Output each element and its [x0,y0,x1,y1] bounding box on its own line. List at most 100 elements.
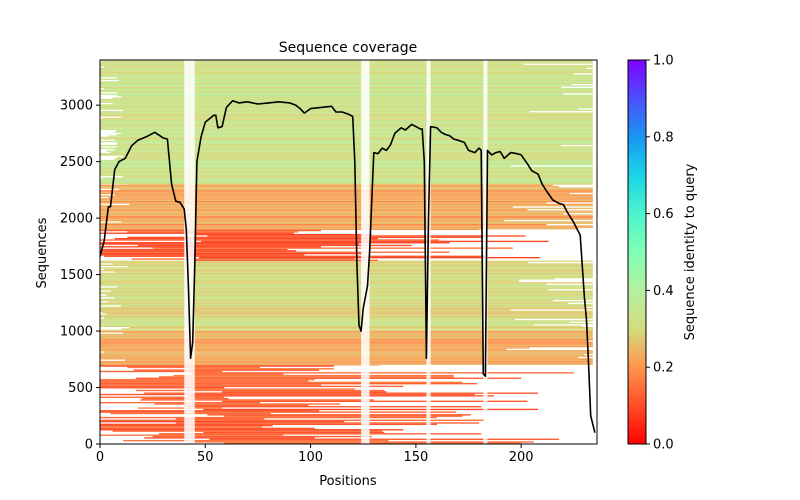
alignment-row [100,90,593,93]
alignment-row [100,316,593,318]
alignment-row [100,184,553,187]
alignment-row [121,221,593,223]
alignment-row [207,414,471,416]
alignment-row [222,391,387,393]
x-tick-label: 100 [298,450,323,465]
alignment-row [112,430,383,432]
alignment-row [100,348,507,351]
alignment-row [106,294,593,296]
alignment-row [188,368,334,370]
alignment-row [114,194,593,196]
plot-area-frame [99,59,598,445]
alignment-row [100,166,593,168]
alignment-row [100,62,593,64]
gap-column [184,60,195,444]
alignment-row [209,438,560,440]
alignment-row [100,98,593,101]
alignment-row [203,431,385,434]
alignment-row [100,246,322,248]
colorbar-tick-label: 0.4 [653,284,674,299]
alignment-row [158,433,482,435]
y-tick-label: 1000 [60,325,93,340]
alignment-row [100,322,593,325]
alignment-row [100,219,505,222]
alignment-row [100,420,345,423]
alignment-row [100,198,593,200]
alignment-row [100,299,553,302]
alignment-row [100,174,593,177]
alignment-row [127,231,298,233]
alignment-row [125,359,593,361]
gap-column [361,60,370,444]
x-tick-label: 0 [96,450,104,465]
alignment-row [135,377,522,379]
alignment-row [100,213,564,215]
alignment-row [100,267,593,269]
alignment-row [100,378,315,381]
alignment-row [123,109,593,112]
alignment-row [100,279,520,281]
alignment-row [100,350,593,352]
alignment-row [100,120,593,122]
alignment-row [100,67,587,70]
alignment-row [123,155,593,158]
alignment-row [100,270,593,272]
colorbar-tick-label: 0.6 [653,207,674,222]
alignment-row [100,104,593,106]
alignment-row [201,240,549,243]
alignment-row [100,343,593,345]
alignment-row [137,407,223,409]
alignment-row [100,202,547,204]
alignment-row [184,404,309,407]
alignment-row [100,341,593,344]
alignment-row [100,272,593,275]
alignment-row [121,96,593,98]
alignment-row [131,258,355,260]
alignment-row [158,376,454,378]
alignment-row [100,352,593,355]
alignment-row [100,347,530,349]
alignment-row [100,82,593,84]
alignment-row [100,144,562,147]
alignment-row [100,128,593,131]
alignment-row [100,416,437,419]
alignment-row [100,64,593,67]
alignment-row [100,358,593,360]
alignment-row [100,306,587,309]
alignment-row [175,422,480,424]
alignment-row [100,210,593,212]
alignment-row [135,389,385,392]
alignment-row [173,374,454,377]
alignment-row [186,406,482,408]
alignment-row [100,100,593,102]
alignment-row [100,127,593,129]
x-tick-label: 150 [403,450,428,465]
alignment-row [100,105,593,107]
alignment-row [100,344,593,346]
alignment-row [100,78,593,80]
alignment-row [100,302,568,304]
colorbar-tick-label: 1.0 [653,54,674,69]
alignment-row [203,408,539,411]
alignment-row [100,125,593,128]
alignment-row [100,69,593,71]
alignment-row [100,289,549,291]
alignment-row [108,135,593,137]
colorbar [627,59,647,445]
alignment-row [100,337,593,340]
alignment-row [100,93,564,95]
alignment-row [116,130,593,132]
alignment-row [100,360,593,363]
alignment-row [100,423,437,426]
alignment-row [175,418,265,420]
alignment-row [100,223,547,226]
alignment-row [100,159,593,162]
colorbar-tick-label: 0.8 [653,130,674,145]
alignment-row [100,295,593,298]
alignment-row [100,329,593,332]
alignment-row [100,293,593,295]
alignment-row [100,229,322,232]
alignment-row [112,263,593,265]
alignment-row [100,106,593,109]
alignment-row [116,77,593,79]
